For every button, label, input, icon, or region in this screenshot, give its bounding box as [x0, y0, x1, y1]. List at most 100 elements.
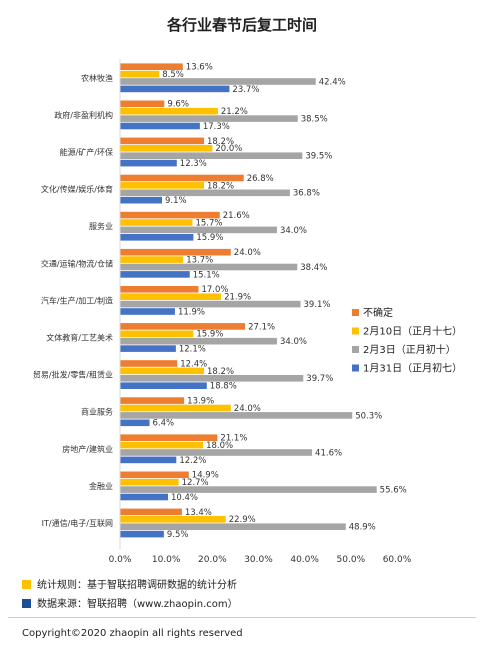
- data-label: 12.3%: [180, 159, 207, 169]
- data-label: 21.1%: [220, 434, 247, 444]
- data-label: 9.6%: [167, 100, 189, 110]
- bar: [120, 196, 163, 204]
- source-text: 数据来源：智联招聘（www.zhaopin.com）: [37, 599, 238, 610]
- bar: [120, 256, 184, 263]
- bar: [120, 382, 207, 389]
- data-label: 38.5%: [301, 115, 328, 125]
- bar: [120, 478, 179, 486]
- bar: [120, 375, 304, 382]
- category-label: 服务业: [89, 221, 113, 231]
- data-label: 15.1%: [193, 270, 220, 280]
- bar: [120, 300, 301, 308]
- data-label: 34.0%: [280, 226, 307, 236]
- data-label: 26.8%: [247, 174, 274, 184]
- data-label: 8.5%: [162, 70, 184, 80]
- data-label: 12.4%: [180, 359, 207, 369]
- data-label: 13.4%: [185, 508, 212, 518]
- bar: [120, 263, 298, 271]
- bar: [120, 248, 231, 256]
- footer-note-source: 数据来源：智联招聘（www.zhaopin.com）: [22, 595, 238, 610]
- x-tick-label: 20.0%: [198, 555, 227, 565]
- legend-entry: 2月10日（正月十七）: [363, 325, 462, 338]
- bar: [120, 78, 316, 85]
- chart: 各行业春节后复工时间 农林牧渔 13.6%8.5% 42.4% 23.7% 政府/非盈利…: [33, 16, 462, 565]
- x-tick-label: 40.0%: [290, 555, 319, 565]
- data-label: 39.7%: [306, 374, 333, 384]
- blue-square-icon: [22, 599, 31, 608]
- x-tick-label: 10.0%: [152, 555, 181, 565]
- bar: [120, 211, 220, 219]
- bar: [120, 85, 230, 93]
- legend-swatch: [352, 346, 359, 353]
- data-label: 24.0%: [234, 248, 261, 258]
- data-label: 12.7%: [182, 478, 209, 488]
- data-label: 50.3%: [355, 411, 382, 421]
- category-label: 房地产/建筑业: [62, 444, 113, 454]
- bar: [120, 219, 193, 226]
- x-axis: 0.0% 10.0% 20.0% 30.0% 40.0% 50.0% 60.0%: [109, 59, 412, 565]
- footer-divider: [8, 617, 476, 618]
- data-label: 27.1%: [248, 322, 275, 332]
- footer-note-rule: 统计规则：基于智联招聘调研数据的统计分析: [22, 576, 237, 591]
- data-label: 20.0%: [215, 144, 242, 154]
- rule-text: 统计规则：基于智联招聘调研数据的统计分析: [37, 580, 237, 591]
- category-label: 政府/非盈利机构: [54, 110, 113, 120]
- data-label: 21.2%: [221, 107, 248, 117]
- bar: [120, 345, 176, 352]
- data-label: 39.1%: [304, 300, 331, 310]
- data-label: 22.9%: [229, 515, 256, 525]
- data-label: 13.6%: [186, 63, 213, 73]
- data-label: 55.6%: [380, 486, 407, 496]
- data-label: 10.4%: [171, 493, 198, 503]
- bar: [120, 107, 218, 115]
- yellow-square-icon: [22, 580, 31, 589]
- bar: [120, 122, 200, 130]
- data-label: 9.1%: [165, 196, 187, 206]
- category-label: 商业服务: [81, 407, 113, 417]
- data-label: 13.7%: [186, 256, 213, 266]
- data-label: 12.1%: [179, 345, 206, 355]
- legend-swatch: [352, 364, 359, 372]
- bar: [120, 412, 353, 419]
- data-label: 11.9%: [178, 307, 205, 317]
- category-label: 文体教育/工艺美术: [46, 333, 113, 343]
- chart-marks: 农林牧渔 13.6%8.5% 42.4% 23.7% 政府/非盈利机构 9.6% 21.2%…: [33, 63, 407, 540]
- category-label: 文化/传媒/娱乐/体育: [41, 184, 113, 194]
- data-label: 42.4%: [319, 77, 346, 87]
- bar: [120, 330, 194, 338]
- data-label: 15.9%: [196, 330, 223, 340]
- legend-entry: 不确定: [363, 306, 393, 319]
- x-tick-label: 50.0%: [337, 555, 366, 565]
- category-label: 农林牧渔: [81, 73, 113, 83]
- data-label: 13.9%: [187, 397, 214, 407]
- data-label: 41.6%: [315, 448, 342, 458]
- data-label: 18.0%: [206, 441, 233, 451]
- bar: [120, 456, 177, 464]
- bar: [120, 271, 190, 278]
- bar: [120, 308, 175, 315]
- data-label: 38.4%: [300, 263, 327, 273]
- bar: [120, 449, 313, 456]
- x-tick-label: 60.0%: [383, 555, 412, 565]
- data-label: 12.2%: [179, 456, 206, 466]
- bar: [120, 100, 165, 108]
- bar: [120, 145, 213, 152]
- bar: [120, 367, 205, 375]
- category-label: 贸易/批发/零售/租赁业: [33, 370, 113, 380]
- data-label: 17.0%: [201, 285, 228, 295]
- bar: [120, 174, 244, 182]
- bar: [120, 530, 164, 538]
- copyright: Copyright©2020 zhaopin all rights reserv…: [22, 628, 243, 639]
- data-label: 17.3%: [203, 122, 230, 132]
- bar: [120, 115, 298, 122]
- bar: [120, 493, 169, 501]
- bar: [120, 419, 150, 427]
- bar: [120, 189, 290, 197]
- data-label: 24.0%: [234, 404, 261, 414]
- data-label: 18.2%: [207, 367, 234, 377]
- data-label: 48.9%: [349, 523, 376, 533]
- category-label: 金融业: [89, 481, 113, 491]
- bar: [120, 63, 183, 70]
- legend-swatch: [352, 309, 359, 316]
- bar: [120, 159, 177, 167]
